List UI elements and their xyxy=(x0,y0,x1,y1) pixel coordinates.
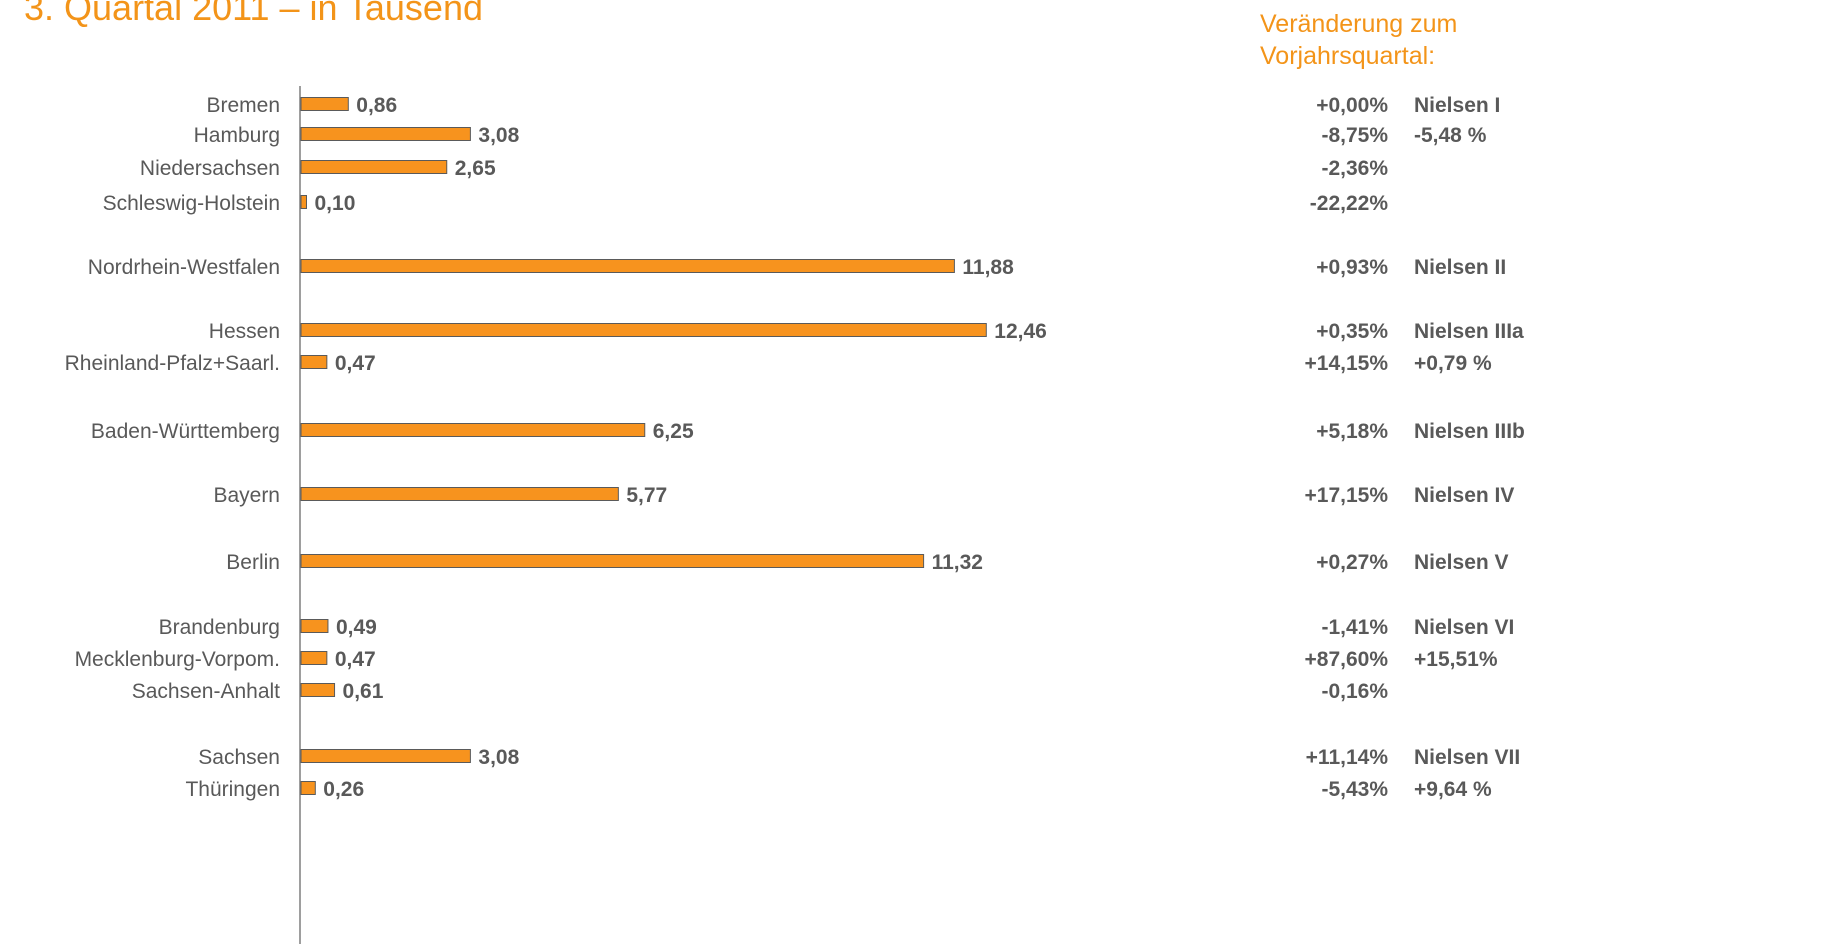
category-label: Bayern xyxy=(213,484,280,507)
group-name: Nielsen VI xyxy=(1414,616,1514,639)
change-value: +11,14% xyxy=(1306,746,1389,769)
category-label: Brandenburg xyxy=(159,616,280,639)
category-label: Hessen xyxy=(209,320,280,343)
value-label: 2,65 xyxy=(455,157,496,180)
group-name: Nielsen V xyxy=(1414,551,1509,574)
bar xyxy=(300,651,328,665)
value-label: 3,08 xyxy=(478,124,519,147)
group-name: Nielsen IIIa xyxy=(1414,320,1524,343)
bar xyxy=(300,554,925,568)
value-label: 11,32 xyxy=(932,551,983,574)
change-value: +17,15% xyxy=(1305,484,1389,507)
group-name: Nielsen VII xyxy=(1414,746,1520,769)
bar xyxy=(300,487,619,501)
category-label: Berlin xyxy=(226,551,280,574)
change-value: -1,41% xyxy=(1321,616,1388,639)
group-name: Nielsen IIIb xyxy=(1414,420,1525,443)
bar xyxy=(300,749,471,763)
group-name: Nielsen IV xyxy=(1414,484,1514,507)
category-label: Mecklenburg-Vorpom. xyxy=(75,648,280,671)
category-label: Rheinland-Pfalz+Saarl. xyxy=(65,352,280,375)
bar xyxy=(300,97,349,111)
value-label: 0,61 xyxy=(343,680,384,703)
value-label: 0,86 xyxy=(356,94,397,117)
group-total: +15,51% xyxy=(1414,648,1498,671)
change-value: +5,18% xyxy=(1316,420,1388,443)
category-label: Sachsen xyxy=(198,746,280,769)
bar xyxy=(300,355,328,369)
group-name: Nielsen II xyxy=(1414,256,1506,279)
change-value: -5,43% xyxy=(1321,778,1388,801)
change-heading: Veränderung zum Vorjahrsquartal: xyxy=(1260,8,1457,72)
value-label: 5,77 xyxy=(626,484,667,507)
value-label: 0,10 xyxy=(315,192,356,215)
category-label: Sachsen-Anhalt xyxy=(132,680,280,703)
value-label: 3,08 xyxy=(478,746,519,769)
value-label: 0,47 xyxy=(335,352,376,375)
change-value: +0,35% xyxy=(1316,320,1388,343)
change-heading-line2: Vorjahrsquartal: xyxy=(1260,42,1436,70)
group-total: -5,48 % xyxy=(1414,124,1487,147)
change-heading-line1: Veränderung zum xyxy=(1260,10,1458,38)
change-value: -2,36% xyxy=(1321,157,1388,180)
category-label: Baden-Württemberg xyxy=(91,420,280,443)
category-label: Nordrhein-Westfalen xyxy=(88,256,280,279)
bar xyxy=(300,423,646,437)
change-value: +87,60% xyxy=(1305,648,1389,671)
category-label: Schleswig-Holstein xyxy=(103,192,280,215)
value-label: 11,88 xyxy=(962,256,1014,279)
change-value: +0,93% xyxy=(1316,256,1388,279)
group-total: +0,79 % xyxy=(1414,352,1492,375)
group-name: Nielsen I xyxy=(1414,94,1500,117)
change-value: +0,27% xyxy=(1316,551,1388,574)
category-label: Thüringen xyxy=(185,778,280,801)
value-label: 0,26 xyxy=(323,778,364,801)
category-label: Bremen xyxy=(206,94,280,117)
bar xyxy=(300,683,336,697)
bar xyxy=(300,127,471,141)
chart-title: 3. Quartal 2011 – in Tausend xyxy=(24,0,483,28)
category-label: Hamburg xyxy=(194,124,280,147)
category-label: Niedersachsen xyxy=(140,157,280,180)
change-value: -0,16% xyxy=(1321,680,1388,703)
bar xyxy=(300,619,329,633)
value-label: 0,47 xyxy=(335,648,376,671)
bar xyxy=(300,259,955,273)
change-value: -22,22% xyxy=(1310,192,1389,215)
value-label: 6,25 xyxy=(653,420,694,443)
change-value: +14,15% xyxy=(1305,352,1389,375)
bar xyxy=(300,781,316,795)
group-total: +9,64 % xyxy=(1414,778,1492,801)
change-value: -8,75% xyxy=(1321,124,1388,147)
change-value: +0,00% xyxy=(1316,94,1388,117)
value-label: 12,46 xyxy=(994,320,1047,343)
bar xyxy=(300,160,448,174)
bar xyxy=(300,195,307,209)
value-label: 0,49 xyxy=(336,616,377,639)
bar xyxy=(300,323,987,337)
